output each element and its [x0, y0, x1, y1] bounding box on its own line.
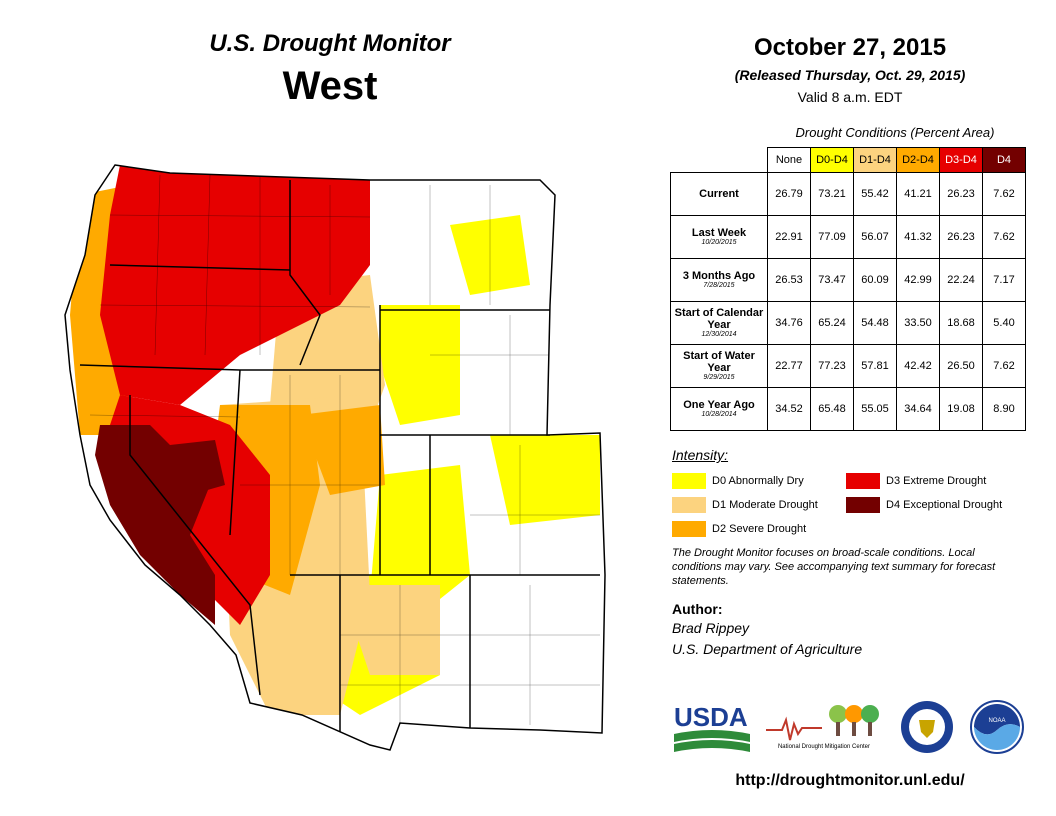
table-cell: 26.53	[767, 258, 811, 302]
table-cell: 8.90	[982, 387, 1026, 431]
table-row: Start of Calendar Year 12/30/2014 34.76 6…	[670, 301, 1026, 345]
table-cell: 55.42	[853, 172, 897, 216]
table-cell: 18.68	[939, 301, 983, 345]
col-header-d3-d4: D3-D4	[939, 147, 983, 173]
legend-label-d4: D4 Exceptional Drought	[886, 499, 1003, 511]
row-label: Start of Calendar Year 12/30/2014	[670, 301, 768, 345]
region-title: West	[282, 64, 378, 108]
legend-label-d0: D0 Abnormally Dry	[712, 475, 804, 487]
legend-swatch-d0	[672, 473, 706, 489]
col-header-d4: D4	[982, 147, 1026, 173]
table-cell: 22.24	[939, 258, 983, 302]
table-row: One Year Ago 10/28/2014 34.52 65.48 55.05…	[670, 387, 1026, 431]
legend-title: Intensity:	[672, 447, 729, 463]
table-corner	[671, 148, 768, 173]
table-cell: 26.23	[939, 172, 983, 216]
legend-label-d2: D2 Severe Drought	[712, 523, 807, 535]
row-label: One Year Ago 10/28/2014	[670, 387, 768, 431]
table-cell: 65.48	[810, 387, 854, 431]
author-organization: U.S. Department of Agriculture	[672, 641, 863, 657]
table-cell: 73.21	[810, 172, 854, 216]
commerce-seal-logo	[901, 701, 953, 753]
table-cell: 19.08	[939, 387, 983, 431]
disclaimer-note: The Drought Monitor focuses on broad-sca…	[672, 547, 996, 587]
legend-swatch-d1	[672, 497, 706, 513]
usda-logo-text: USDA	[674, 702, 748, 732]
table-cell: 41.21	[896, 172, 940, 216]
drought-map	[64, 164, 606, 751]
table-cell: 26.23	[939, 215, 983, 259]
table-cell: 77.09	[810, 215, 854, 259]
table-cell: 54.48	[853, 301, 897, 345]
table-row: Start of Water Year 9/29/2015 22.77 77.23…	[670, 344, 1026, 388]
noaa-logo: NOAA	[970, 700, 1024, 754]
col-header-d1-d4: D1-D4	[853, 147, 897, 173]
row-date: 7/28/2015	[703, 282, 735, 289]
table-cell: 73.47	[810, 258, 854, 302]
legend-label-d3: D3 Extreme Drought	[886, 475, 987, 487]
table-cell: 77.23	[810, 344, 854, 388]
table-cell: 7.62	[982, 215, 1026, 259]
table-row: Current 26.79 73.21 55.42 41.21 26.23 7.…	[670, 172, 1026, 216]
row-date: 9/29/2015	[703, 374, 735, 381]
valid-time: Valid 8 a.m. EDT	[797, 89, 903, 105]
col-header-d0-d4: D0-D4	[810, 147, 854, 173]
legend-swatch-d3	[846, 473, 880, 489]
table-cell: 7.62	[982, 344, 1026, 388]
legend-swatch-d2	[672, 521, 706, 537]
website-url[interactable]: http://droughtmonitor.unl.edu/	[735, 772, 965, 789]
legend-swatch-d4	[846, 497, 880, 513]
drought-conditions-table: None D0-D4 D1-D4 D2-D4 D3-D4 D4 Current …	[670, 147, 1026, 431]
row-date: 10/28/2014	[701, 411, 737, 418]
release-date: (Released Thursday, Oct. 29, 2015)	[734, 67, 966, 83]
table-cell: 22.91	[767, 215, 811, 259]
row-label: 3 Months Ago 7/28/2015	[670, 258, 768, 302]
table-cell: 7.62	[982, 172, 1026, 216]
table-cell: 42.42	[896, 344, 940, 388]
ndmc-logo-text: National Drought Mitigation Center	[778, 744, 870, 750]
table-cell: 65.24	[810, 301, 854, 345]
row-label: Current	[670, 172, 768, 216]
monitor-title: U.S. Drought Monitor	[209, 30, 451, 57]
table-cell: 55.05	[853, 387, 897, 431]
col-header-none: None	[767, 147, 811, 173]
row-date: 10/20/2015	[701, 239, 737, 246]
table-cell: 7.17	[982, 258, 1026, 302]
table-cell: 34.64	[896, 387, 940, 431]
usda-logo: USDA	[674, 702, 750, 752]
row-label: Start of Water Year 9/29/2015	[670, 344, 768, 388]
table-cell: 26.79	[767, 172, 811, 216]
author-heading: Author:	[672, 601, 723, 617]
table-cell: 33.50	[896, 301, 940, 345]
table-cell: 56.07	[853, 215, 897, 259]
table-cell: 34.76	[767, 301, 811, 345]
table-row: 3 Months Ago 7/28/2015 26.53 73.47 60.09 …	[670, 258, 1026, 302]
noaa-logo-text: NOAA	[988, 718, 1005, 724]
author-name: Brad Rippey	[672, 620, 750, 636]
table-cell: 26.50	[939, 344, 983, 388]
table-row: Last Week 10/20/2015 22.91 77.09 56.07 41…	[670, 215, 1026, 259]
table-cell: 41.32	[896, 215, 940, 259]
table-cell: 42.99	[896, 258, 940, 302]
table-cell: 60.09	[853, 258, 897, 302]
ndmc-logo: National Drought Mitigation Center	[766, 705, 879, 750]
row-label: Last Week 10/20/2015	[670, 215, 768, 259]
table-cell: 22.77	[767, 344, 811, 388]
table-cell: 5.40	[982, 301, 1026, 345]
map-date: October 27, 2015	[753, 34, 947, 61]
table-caption: Drought Conditions (Percent Area)	[795, 125, 995, 140]
legend-label-d1: D1 Moderate Drought	[712, 499, 818, 511]
row-date: 12/30/2014	[701, 331, 737, 338]
table-cell: 57.81	[853, 344, 897, 388]
table-cell: 34.52	[767, 387, 811, 431]
col-header-d2-d4: D2-D4	[896, 147, 940, 173]
